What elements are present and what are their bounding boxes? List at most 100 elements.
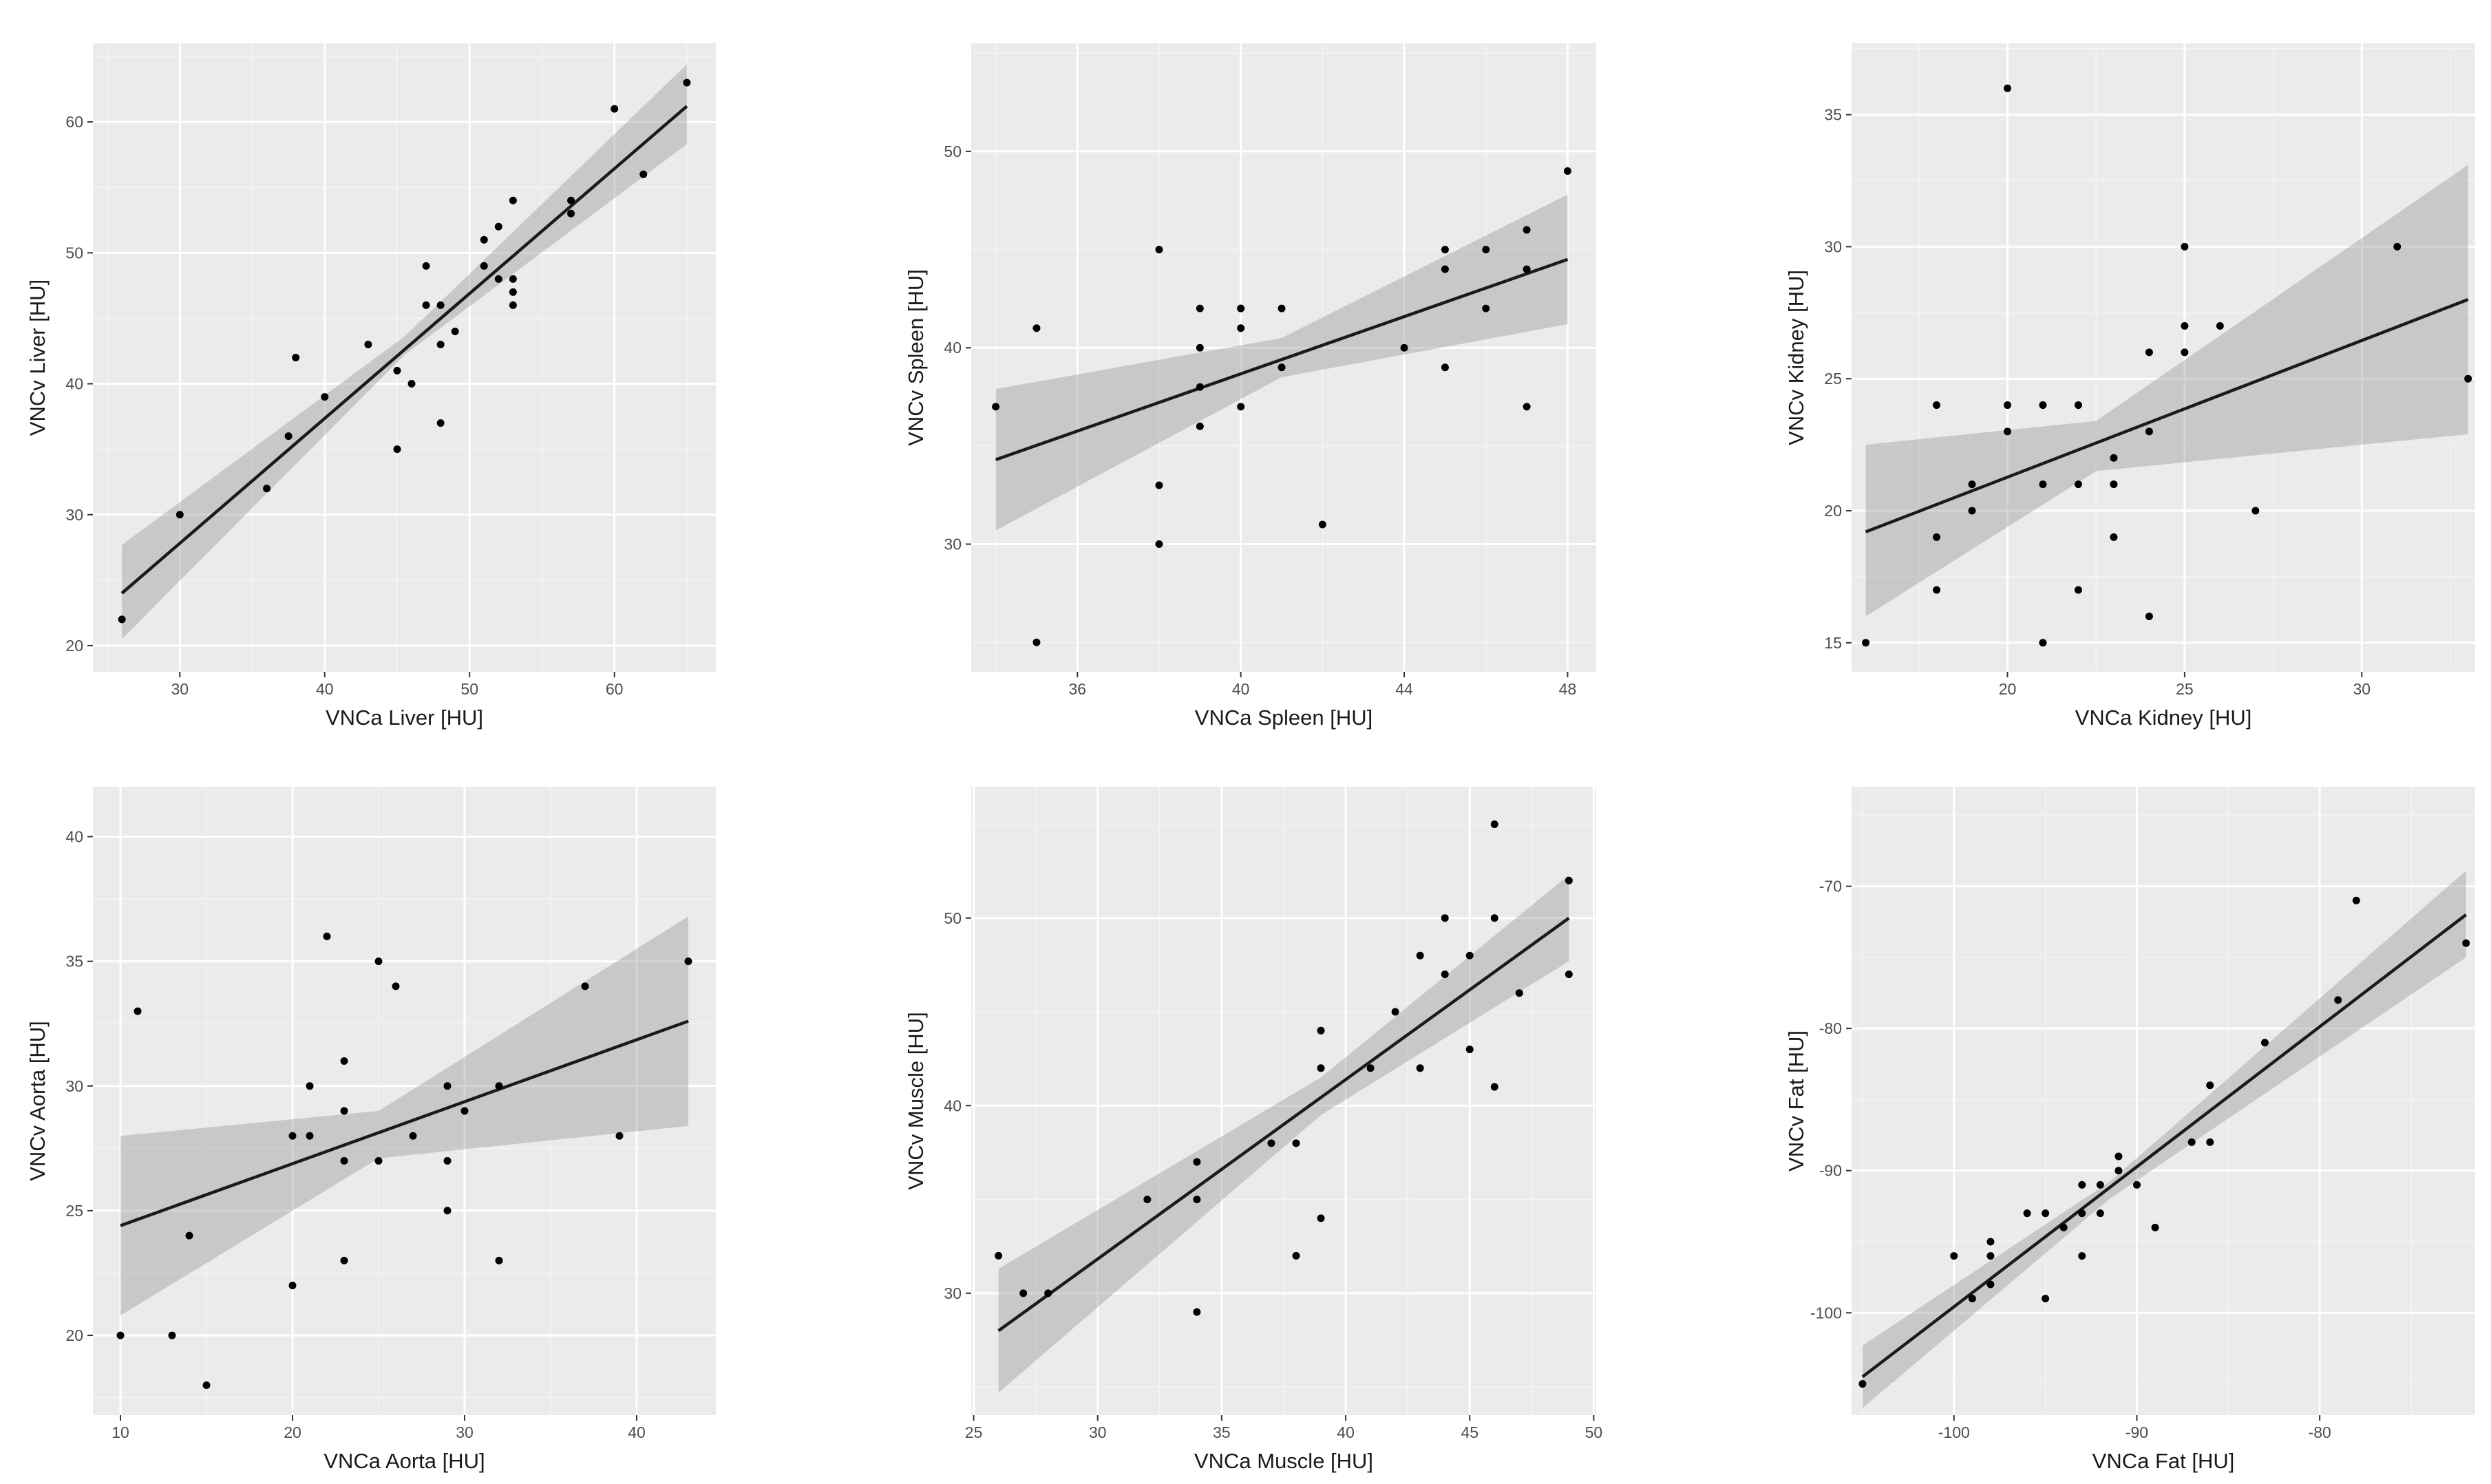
x-axis-title: VNCa Aorta [HU] [324,1449,485,1473]
regression-line [995,257,1569,461]
y-tick-label: 50 [944,142,962,160]
y-tick-label: 30 [65,1077,83,1095]
x-axis-title: VNCa Kidney [HU] [2075,706,2252,730]
data-point [1267,1139,1275,1147]
y-tick-label: 15 [1824,634,1842,652]
data-point [1155,540,1163,549]
data-point [436,419,445,427]
data-point [1193,1196,1201,1204]
x-tick-label: -90 [2126,1423,2148,1441]
data-point [992,403,1000,411]
data-point [494,275,502,283]
regression-line [120,105,688,595]
data-point [263,485,271,493]
data-point [1950,1252,1958,1260]
data-point [1523,226,1531,234]
data-point [1196,343,1204,352]
panel-background [1852,43,2475,672]
data-point [2393,242,2402,251]
x-tick-label: 44 [1395,680,1413,698]
data-point [2181,348,2189,357]
data-point [1490,820,1498,829]
confidence-band [1865,165,2468,617]
data-point [1482,304,1490,312]
data-point [2145,427,2153,436]
data-point [684,957,692,966]
x-tick-label: 40 [1337,1423,1355,1441]
data-point [1986,1252,1995,1260]
data-point [1391,1008,1399,1016]
panel-background [93,43,716,672]
y-tick-label: 20 [65,1326,83,1344]
data-point [2078,1252,2086,1260]
data-point [2206,1081,2214,1090]
data-point [683,78,691,87]
data-point [639,170,648,178]
data-point [1933,586,1941,594]
data-point [2059,1223,2068,1231]
data-point [1986,1280,1995,1289]
data-point [2151,1223,2159,1231]
data-point [495,1082,503,1090]
data-point [2039,401,2047,410]
data-point [2110,533,2118,541]
data-point [1196,304,1204,312]
panel-background [1852,787,2475,1415]
y-tick-label: -90 [1819,1162,1842,1180]
scatter-panel-2: 36 40 44 48 30 40 50 VNCa Spleen [HU] VNCv Splee… [904,43,1596,730]
data-point [288,1132,297,1140]
x-tick-label: -80 [2309,1423,2331,1441]
data-point [1032,324,1041,332]
data-point [1968,1295,1976,1303]
data-point [1968,507,1976,515]
data-point [567,196,575,204]
data-point [2096,1180,2104,1189]
y-axis-title: VNCv Fat [HU] [1784,1030,1808,1172]
data-point [1862,639,1870,647]
y-tick-label: 40 [65,827,83,845]
data-point [509,196,517,204]
y-tick-label: 30 [944,536,962,553]
data-point [116,1331,125,1339]
data-point [185,1231,193,1240]
data-point [443,1082,452,1090]
data-point [1563,167,1571,175]
data-point [494,222,502,231]
x-tick-label: 20 [1999,680,2017,698]
data-point [409,1132,417,1140]
y-tick-label: 35 [1824,106,1842,124]
y-tick-label: 20 [65,637,83,655]
y-axis-title: VNCv Liver [HU] [25,279,50,436]
data-point [451,327,459,335]
x-tick-label: 48 [1559,680,1577,698]
data-point [436,301,445,309]
data-point [2096,1209,2104,1218]
x-tick-label: 40 [316,680,334,698]
data-point [2334,996,2342,1004]
y-tick-label: 60 [65,113,83,131]
x-tick-label: 40 [1232,680,1250,698]
data-point [1858,1380,1867,1388]
data-point [340,1057,348,1066]
data-point [480,235,488,244]
data-point [2110,454,2118,462]
data-point [1465,1046,1474,1054]
data-point [581,982,589,990]
regression-line [997,916,1570,1333]
y-tick-label: 50 [65,244,83,262]
y-tick-label: 25 [1824,370,1842,388]
data-point [1490,914,1498,922]
data-point [1155,481,1163,489]
data-point [306,1082,314,1090]
data-point [1032,638,1041,646]
regression-line [1861,913,2468,1379]
data-point [2074,480,2082,489]
y-axis-title: VNCv Kidney [HU] [1784,270,1808,445]
confidence-band [120,916,688,1316]
data-point [292,354,300,361]
scatter-panel-3: 20 25 30 15 20 25 30 35 VNCa Kidney [HU] VNCv Kid… [1784,43,2475,730]
data-point [1565,971,1573,979]
data-point [1044,1289,1052,1297]
data-point [1416,951,1424,960]
data-point [422,262,430,270]
